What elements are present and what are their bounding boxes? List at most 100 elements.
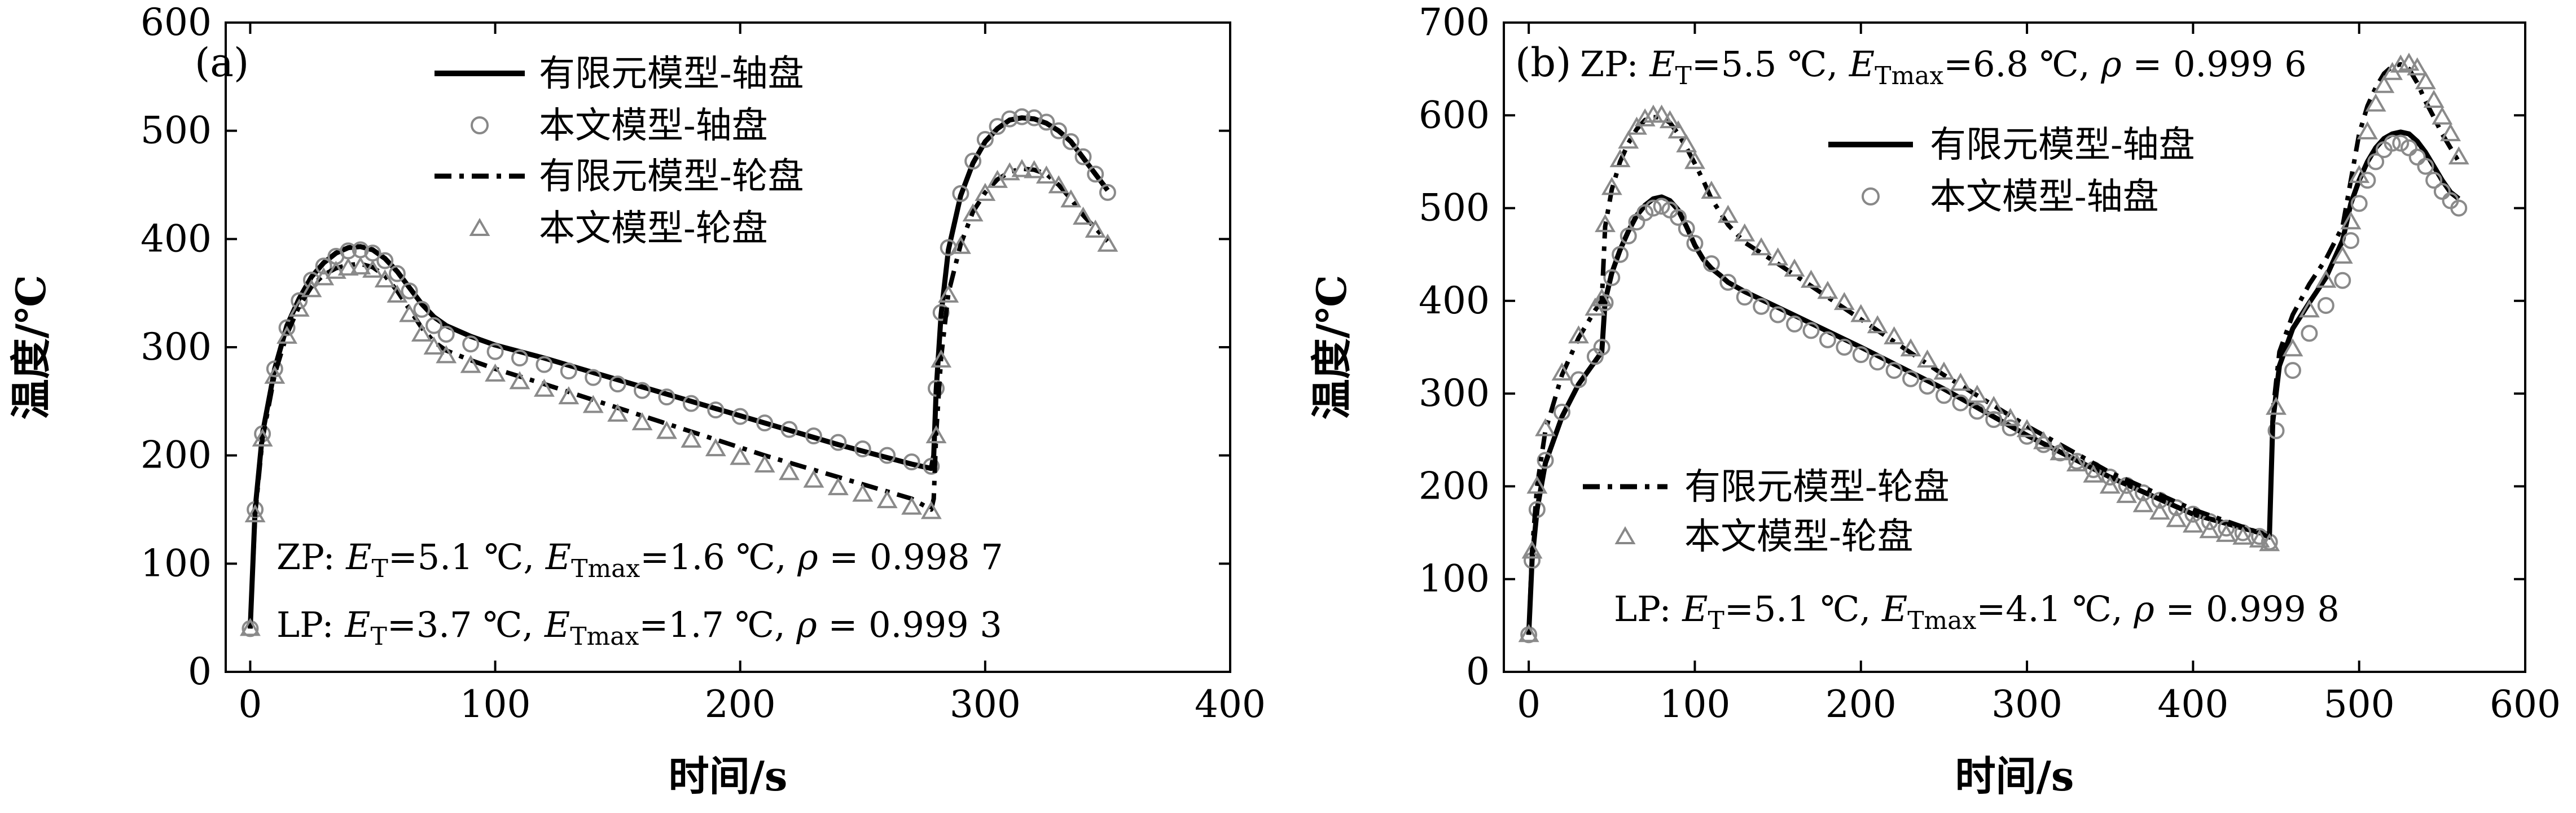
x-tick-label-a: 200	[705, 683, 776, 726]
data-point-triangle-a-29	[730, 447, 751, 465]
data-point-triangle-a-43	[975, 182, 996, 201]
data-point-circle-a-51	[1074, 148, 1092, 165]
data-point-triangle-b-45	[2116, 484, 2138, 503]
data-point-triangle-a-47	[1024, 160, 1045, 178]
data-point-triangle-b-5	[1568, 325, 1589, 344]
data-point-triangle-a-40	[938, 284, 959, 303]
data-point-triangle-a-20	[509, 371, 530, 390]
data-point-circle-b-4	[1554, 404, 1571, 421]
legend-label-a-3: 本文模型-轮盘	[539, 208, 768, 250]
legend-label-b-2: 有限元模型-轮盘	[1684, 466, 1950, 508]
data-point-triangle-b-43	[2083, 464, 2104, 483]
y-axis-title-b: 温度/℃	[1307, 275, 1355, 420]
stats-lp-a-tmaxsub: Tmax	[570, 622, 639, 651]
data-point-triangle-b-38	[2000, 408, 2021, 426]
data-point-triangle-b-35	[1950, 373, 1971, 391]
data-point-circle-a-16	[425, 317, 443, 334]
stats-zp-b-eq3: = 0.999 6	[2122, 43, 2307, 85]
data-point-circle-a-21	[536, 356, 553, 373]
stats-zp-a-eq3: = 0.998 7	[818, 536, 1003, 578]
data-point-triangle-a-33	[827, 477, 849, 496]
data-point-circle-a-33	[830, 434, 847, 451]
data-point-triangle-b-29	[1850, 304, 1872, 322]
y-tick-label-a: 400	[141, 217, 212, 260]
data-point-circle-a-3	[266, 360, 283, 378]
data-point-triangle-a-35	[876, 490, 898, 509]
data-point-triangle-b-57	[2298, 299, 2320, 318]
data-point-circle-b-34	[1935, 387, 1952, 404]
data-point-triangle-b-39	[2016, 419, 2038, 438]
data-point-triangle-a-1	[244, 504, 266, 523]
data-point-triangle-a-36	[901, 496, 923, 515]
data-point-circle-a-38	[928, 379, 945, 397]
data-point-circle-b-18	[1678, 220, 1695, 237]
data-point-circle-a-12	[376, 252, 394, 269]
stats-zp-a: ZP: ET=5.1 ℃, ETmax=1.6 ℃, ρ = 0.998 7	[277, 536, 1003, 583]
stats-lp-b-eq3: = 0.999 8	[2154, 588, 2340, 630]
data-point-circle-b-23	[1753, 298, 1770, 315]
data-point-triangle-a-26	[656, 421, 677, 439]
y-tick-label-a: 0	[188, 650, 212, 693]
data-point-triangle-b-10	[1609, 149, 1631, 168]
data-point-circle-a-46	[1013, 108, 1030, 125]
data-point-triangle-a-32	[803, 469, 824, 488]
data-point-triangle-b-22	[1734, 223, 1756, 242]
data-point-circle-b-19	[1686, 235, 1704, 252]
data-point-triangle-b-58	[2315, 269, 2337, 288]
stats-lp-a-e2: E	[544, 604, 570, 645]
data-point-circle-a-23	[585, 369, 602, 386]
legend-label-b-0: 有限元模型-轴盘	[1930, 124, 2195, 166]
data-point-circle-b-25	[1786, 315, 1803, 333]
data-point-circle-a-37	[923, 457, 940, 475]
stats-zp-a-prefix: ZP:	[277, 536, 346, 578]
data-point-circle-b-51	[2218, 519, 2235, 537]
legend-label-a-2: 有限元模型-轮盘	[539, 156, 804, 198]
data-point-triangle-a-14	[399, 304, 420, 322]
stats-lp-a-eq1: =3.7 ℃,	[387, 604, 545, 645]
stats-zp-b-prefix: ZP:	[1580, 43, 1649, 85]
data-point-circle-b-10	[1612, 246, 1629, 263]
data-point-circle-b-70	[2425, 172, 2443, 189]
data-point-triangle-a-27	[681, 429, 702, 448]
legend-circle-marker-b	[1862, 187, 1880, 206]
data-point-triangle-b-21	[1717, 204, 1739, 223]
panel-tag-b: (b)	[1515, 40, 1571, 86]
stats-zp-a-tmaxsub: Tmax	[571, 554, 640, 583]
data-point-circle-a-19	[486, 343, 504, 360]
x-tick-label-b: 400	[2157, 683, 2228, 726]
data-point-circle-b-69	[2417, 158, 2434, 175]
data-point-circle-b-31	[1885, 362, 1903, 379]
data-point-triangle-b-44	[2099, 475, 2121, 494]
data-point-circle-b-3	[1537, 452, 1554, 469]
data-point-circle-a-48	[1038, 113, 1055, 131]
stats-lp-a-rho: ρ	[796, 604, 817, 645]
data-point-triangle-b-50	[2199, 520, 2220, 539]
data-point-triangle-b-25	[1784, 258, 1805, 277]
data-point-triangle-a-31	[779, 462, 800, 480]
data-point-triangle-b-16	[1659, 110, 1680, 129]
x-tick-label-a: 400	[1195, 683, 1266, 726]
data-point-triangle-a-22	[558, 386, 580, 405]
data-point-triangle-b-40	[2033, 431, 2054, 449]
stats-zp-b-e2: E	[1849, 43, 1875, 85]
y-tick-label-a: 300	[141, 325, 212, 369]
x-tick-label-b: 600	[2490, 683, 2561, 726]
data-point-circle-b-20	[1702, 255, 1720, 273]
data-point-triangle-b-69	[2415, 71, 2436, 90]
y-tick-label-b: 100	[1419, 557, 1490, 601]
x-tick-label-a: 0	[238, 683, 262, 726]
x-axis-title-b: 时间/s	[1955, 752, 2074, 800]
stats-zp-a-eq1: =5.1 ℃,	[388, 536, 546, 578]
stats-zp-a-eq2: =1.6 ℃,	[640, 536, 797, 578]
data-point-triangle-a-17	[436, 345, 457, 364]
data-point-triangle-b-71	[2432, 106, 2453, 125]
data-point-triangle-b-27	[1817, 281, 1838, 299]
panel-tag-a: (a)	[195, 40, 249, 86]
data-point-triangle-b-19	[1684, 151, 1705, 169]
legend-label-a-1: 本文模型-轴盘	[539, 105, 768, 147]
stats-zp-b-eq1: =5.5 ℃,	[1692, 43, 1849, 85]
stats-lp-a-e: E	[344, 604, 370, 645]
series-b	[1518, 53, 2469, 644]
data-point-circle-b-38	[2002, 419, 2019, 436]
data-point-triangle-b-47	[2149, 501, 2170, 520]
